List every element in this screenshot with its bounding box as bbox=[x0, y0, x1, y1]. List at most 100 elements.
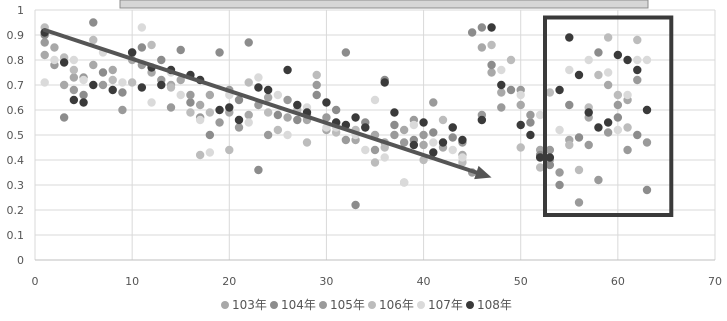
y-tick-label: 0.8 bbox=[7, 54, 25, 67]
data-point bbox=[535, 110, 545, 120]
legend-marker bbox=[466, 301, 474, 309]
data-point bbox=[535, 163, 545, 172]
data-point bbox=[380, 78, 389, 87]
data-point bbox=[273, 90, 283, 100]
data-point bbox=[477, 115, 487, 125]
data-point bbox=[526, 118, 535, 127]
data-point bbox=[118, 78, 127, 87]
data-point bbox=[69, 85, 79, 95]
legend-marker bbox=[417, 301, 425, 309]
data-point bbox=[526, 130, 535, 140]
data-point bbox=[234, 95, 244, 105]
y-tick-label: 0.2 bbox=[7, 204, 25, 217]
data-point bbox=[370, 158, 380, 167]
data-point bbox=[205, 108, 215, 117]
annotations bbox=[42, 15, 674, 217]
data-point bbox=[59, 80, 69, 90]
legend-label: 106年 bbox=[379, 298, 414, 312]
data-point bbox=[429, 138, 438, 147]
data-point bbox=[293, 100, 302, 110]
data-point bbox=[234, 115, 244, 125]
data-point bbox=[176, 90, 185, 100]
data-point bbox=[399, 178, 409, 187]
data-point bbox=[555, 85, 564, 95]
data-point bbox=[497, 88, 506, 97]
data-point bbox=[176, 45, 185, 55]
data-point bbox=[555, 125, 564, 135]
x-axis-ticks: 0 10 20 30 40 50 60 70 bbox=[32, 275, 723, 288]
data-point bbox=[263, 85, 273, 95]
data-point bbox=[89, 80, 98, 90]
data-point bbox=[137, 83, 147, 92]
data-point bbox=[254, 83, 263, 92]
data-point bbox=[613, 113, 623, 122]
data-point bbox=[419, 130, 428, 140]
data-point bbox=[516, 120, 525, 130]
data-point bbox=[40, 38, 49, 47]
data-point bbox=[361, 145, 370, 155]
data-point bbox=[59, 58, 69, 67]
y-tick-label: 0.6 bbox=[7, 104, 25, 117]
data-point bbox=[390, 108, 399, 117]
data-point bbox=[574, 133, 584, 142]
x-tick-label: 0 bbox=[32, 275, 39, 288]
data-point bbox=[157, 80, 166, 90]
data-point bbox=[108, 75, 117, 85]
data-point bbox=[351, 113, 360, 122]
data-point bbox=[98, 68, 108, 77]
data-point bbox=[312, 80, 321, 90]
data-point bbox=[118, 105, 127, 115]
series-2 bbox=[40, 18, 652, 210]
x-tick-label: 40 bbox=[417, 275, 431, 288]
legend-marker bbox=[368, 301, 376, 309]
data-point bbox=[535, 153, 545, 162]
data-point bbox=[419, 155, 428, 165]
top-banner bbox=[119, 0, 649, 9]
data-point bbox=[50, 55, 59, 65]
data-point bbox=[186, 98, 195, 107]
data-point bbox=[195, 150, 205, 160]
data-point bbox=[137, 43, 147, 52]
data-point bbox=[429, 98, 438, 107]
x-tick-label: 20 bbox=[222, 275, 236, 288]
data-point bbox=[399, 138, 409, 147]
data-point bbox=[623, 145, 632, 155]
data-point bbox=[283, 65, 292, 75]
highlight-box bbox=[543, 15, 674, 217]
data-point bbox=[565, 100, 574, 110]
data-point bbox=[351, 200, 360, 210]
data-point bbox=[477, 43, 487, 52]
data-point bbox=[79, 98, 88, 107]
data-point bbox=[186, 108, 195, 117]
y-tick-label: 0.5 bbox=[7, 129, 25, 142]
data-points bbox=[40, 18, 652, 210]
data-point bbox=[89, 18, 98, 27]
y-tick-label: 0.9 bbox=[7, 29, 25, 42]
data-point bbox=[613, 50, 623, 60]
data-point bbox=[487, 60, 496, 70]
data-point bbox=[438, 138, 448, 147]
data-point bbox=[69, 65, 79, 75]
data-point bbox=[137, 23, 147, 32]
data-point bbox=[603, 33, 613, 42]
data-point bbox=[215, 48, 224, 57]
data-point bbox=[147, 98, 156, 107]
data-point bbox=[263, 130, 273, 140]
data-point bbox=[477, 23, 487, 32]
data-point bbox=[312, 90, 321, 100]
data-point bbox=[613, 90, 623, 100]
data-point bbox=[205, 90, 215, 100]
data-point bbox=[263, 93, 273, 102]
trend-arrow-head bbox=[474, 165, 492, 180]
legend-marker bbox=[270, 301, 278, 309]
data-point bbox=[302, 138, 312, 147]
data-point bbox=[642, 55, 652, 65]
data-point bbox=[341, 135, 351, 145]
data-point bbox=[69, 95, 79, 105]
data-point bbox=[283, 130, 292, 140]
data-point bbox=[506, 85, 516, 95]
data-point bbox=[623, 55, 632, 65]
data-point bbox=[448, 145, 457, 155]
data-point bbox=[166, 83, 176, 92]
data-point bbox=[399, 125, 409, 135]
